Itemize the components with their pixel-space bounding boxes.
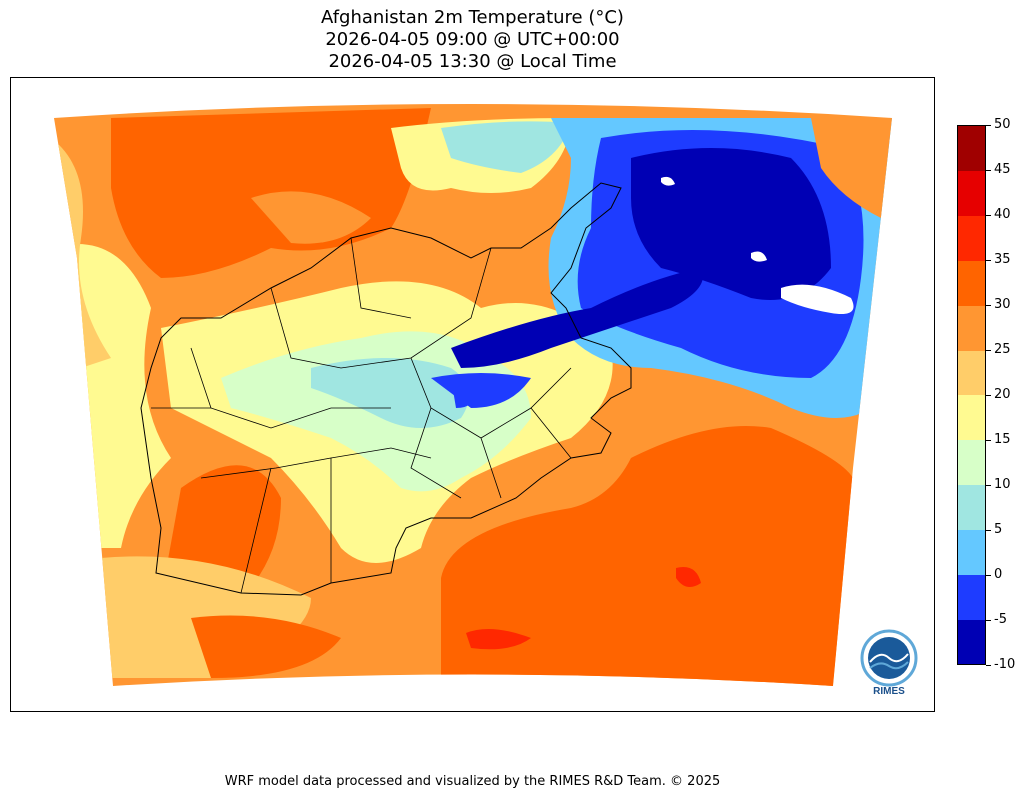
colorbar-tick-label: 40	[994, 207, 1011, 222]
colorbar-tick-label: 25	[994, 342, 1011, 357]
temp-band-se-hot	[441, 426, 853, 686]
colorbar-segment	[958, 439, 985, 486]
colorbar-tick-label: 50	[994, 117, 1011, 132]
colorbar-tick-label: -10	[994, 657, 1016, 672]
no-data-patch-1	[781, 284, 854, 314]
colorbar-tick	[986, 575, 991, 576]
colorbar-tick	[986, 620, 991, 621]
colorbar-segment	[958, 260, 985, 306]
temp-band-north-warm	[251, 191, 371, 244]
colorbar-segment	[958, 170, 985, 217]
title-line-1: Afghanistan 2m Temperature (°C)	[321, 7, 624, 28]
colorbar-segment	[958, 350, 985, 396]
colorbar-tick-label: 35	[994, 252, 1011, 267]
no-data-patch-2	[751, 251, 767, 262]
no-data-patch-3	[661, 176, 675, 186]
colorbar-tick-label: 30	[994, 297, 1011, 312]
temp-band-se-spot	[466, 629, 531, 650]
temp-band-se-spot2	[676, 567, 701, 587]
province-boundaries	[151, 237, 572, 594]
colorbar-tick-label: 15	[994, 432, 1011, 447]
colorbar-tick	[986, 440, 991, 441]
temp-band-ne-coldest	[631, 148, 831, 300]
colorbar-tick	[986, 350, 991, 351]
temp-band-central-cooler	[311, 358, 469, 428]
colorbar-tick-label: 45	[994, 162, 1011, 177]
temp-band-ridge	[451, 268, 703, 368]
colorbar-tick	[986, 305, 991, 306]
colorbar-segment	[958, 395, 985, 441]
colorbar-tick	[986, 665, 991, 666]
colorbar-tick	[986, 170, 991, 171]
colorbar-tick-label: 20	[994, 387, 1011, 402]
colorbar-tick-label: 10	[994, 477, 1011, 492]
temp-band-central-cold	[451, 374, 481, 408]
colorbar-tick	[986, 530, 991, 531]
colorbar-segment	[958, 305, 985, 351]
colorbar-segment	[958, 126, 985, 172]
colorbar-segment	[958, 215, 985, 261]
colorbar-tick	[986, 485, 991, 486]
colorbar-tick	[986, 125, 991, 126]
title-line-2: 2026-04-05 09:00 @ UTC+00:00	[325, 29, 620, 50]
footer-credit: WRF model data processed and visualized …	[224, 774, 721, 789]
colorbar-segment	[958, 484, 985, 530]
colorbar-segment	[958, 574, 985, 620]
colorbar-tick-label: -5	[994, 612, 1007, 627]
title-line-3: 2026-04-05 13:30 @ Local Time	[328, 51, 617, 72]
colorbar-segment	[958, 529, 985, 575]
colorbar-tick	[986, 395, 991, 396]
rimes-logo: RIMES	[856, 628, 922, 702]
temperature-colorbar	[957, 125, 986, 665]
temperature-map	[54, 104, 892, 686]
colorbar-tick-label: 0	[994, 567, 1003, 582]
rimes-logo-text: RIMES	[873, 686, 905, 697]
colorbar-tick-label: 5	[994, 522, 1003, 537]
temp-band-ne-corner	[811, 118, 892, 218]
map-title: Afghanistan 2m Temperature (°C) 2026-04-…	[10, 7, 935, 73]
colorbar-tick	[986, 260, 991, 261]
temp-band-nc-cool	[441, 121, 571, 173]
temp-band-s-hot	[191, 615, 341, 678]
map-panel: RIMES	[10, 77, 935, 712]
colorbar-tick	[986, 215, 991, 216]
country-boundary	[140, 182, 632, 596]
colorbar-segment	[958, 619, 985, 665]
rimes-logo-emblem	[860, 629, 918, 687]
